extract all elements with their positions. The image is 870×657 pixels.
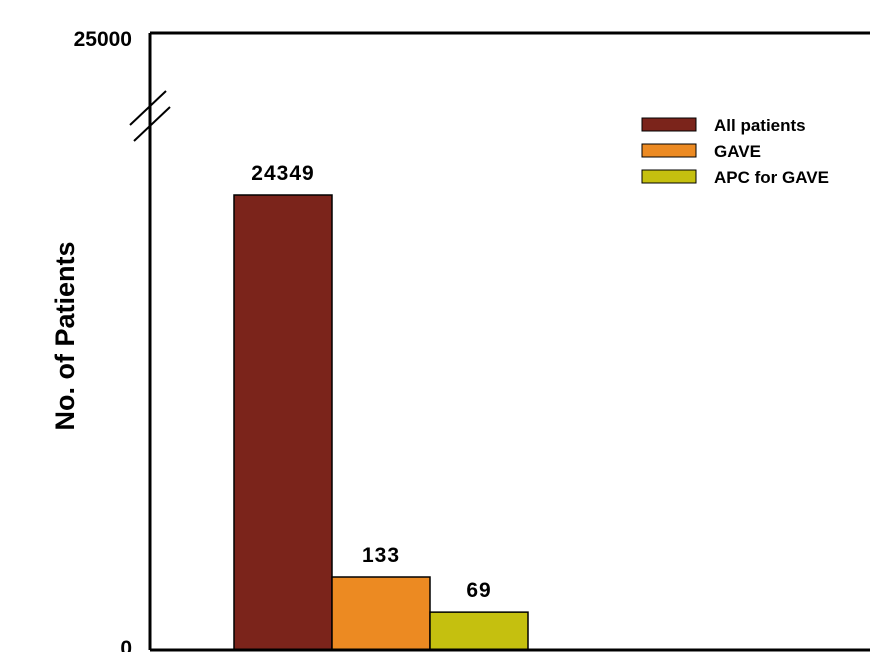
y-axis-title: No. of Patients: [50, 241, 80, 430]
bar-all-patients: [233, 194, 333, 651]
axis-break-mark: [129, 90, 171, 142]
legend-swatch-all-patients: [641, 117, 697, 132]
legend-label-apc-for-gave: APC for GAVE: [714, 168, 829, 187]
bars-group: [233, 194, 529, 651]
data-label-gave: 133: [362, 544, 400, 567]
data-label-all-patients: 24349: [251, 162, 314, 185]
bar-gave: [331, 576, 431, 651]
bar-apc-for-gave: [429, 611, 529, 651]
y-tick-label-zero: 0: [120, 637, 132, 652]
legend-label-all-patients: All patients: [714, 116, 806, 135]
legend-swatch-apc-for-gave: [641, 169, 697, 184]
data-labels-group: 24349 133 69: [251, 162, 491, 602]
data-label-apc-for-gave: 69: [466, 579, 491, 602]
y-tick-label-max: 25000: [74, 28, 132, 51]
legend-label-gave: GAVE: [714, 142, 761, 161]
legend: All patients GAVE APC for GAVE: [641, 116, 829, 187]
legend-swatch-gave: [641, 143, 697, 158]
